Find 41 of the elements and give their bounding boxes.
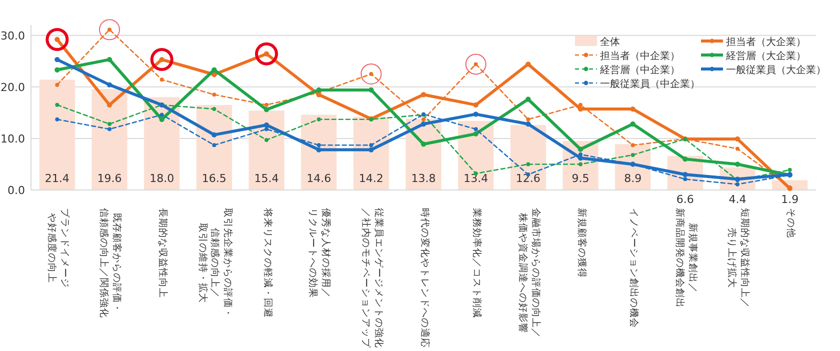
- legend-label: 一般従業員（大企業）: [726, 64, 826, 76]
- category-label: 短期的な収益性向上／売り上げ拡大: [726, 208, 750, 308]
- data-label: 4.4: [728, 193, 746, 206]
- data-label: 18.0: [150, 172, 174, 185]
- y-tick-label: 0.0: [8, 184, 25, 197]
- data-label: 16.5: [202, 172, 226, 185]
- legend-label: 担当者（中企業）: [600, 50, 680, 62]
- data-label: 19.6: [97, 172, 122, 185]
- category-label: 時代の変化やトレンドへの適応: [418, 208, 430, 348]
- category-label: 将来リスクの軽減・回避: [261, 208, 273, 318]
- data-label: 1.9: [781, 193, 799, 206]
- category-label: 優秀な人材の採用／リクルートへの効果: [306, 208, 332, 298]
- category-label: その他: [784, 208, 796, 238]
- data-label: 21.4: [44, 172, 70, 185]
- data-label: 9.5: [572, 172, 590, 185]
- category-label: 長期的な収益性向上: [156, 208, 168, 298]
- data-label: 15.4: [254, 172, 279, 185]
- y-tick-label: 30.0: [0, 29, 25, 42]
- data-label: 14.6: [306, 172, 332, 185]
- legend-label: 一般従業員（中企業）: [600, 78, 700, 90]
- category-label: 既存顧客からの評価・信頼感の向上／関係強化: [98, 208, 122, 318]
- data-label: 12.6: [516, 172, 540, 185]
- category-label: イノベーション創出の機会: [627, 208, 640, 328]
- data-label: 8.9: [624, 172, 642, 185]
- category-label: 新規顧客の獲得: [575, 208, 587, 278]
- y-tick-label: 20.0: [0, 80, 25, 94]
- category-label: 金融市場からの評価の向上／株価や資金調達への好影響: [516, 208, 541, 338]
- data-label: 13.4: [464, 172, 488, 185]
- category-label: 新規事業創出／新商品開発の機会創出: [673, 208, 698, 308]
- legend-label: 担当者（大企業）: [726, 36, 806, 48]
- y-tick-label: 10.0: [0, 132, 25, 146]
- data-label: 6.6: [676, 193, 694, 206]
- category-label: ブランドイメージや好感度の向上: [45, 208, 70, 288]
- category-label: 取引先企業からの評価・信頼感の向上／取引の維持・拡大: [196, 208, 234, 318]
- legend-label: 経営層（大企業）: [725, 50, 806, 62]
- category-label: 従業員エンゲージメントの強化／社内のモチベーションアップ: [359, 208, 384, 348]
- data-label: 13.8: [411, 172, 436, 185]
- legend-label: 全体: [600, 36, 620, 48]
- legend-label: 経営層（中企業）: [599, 64, 680, 76]
- data-label: 14.2: [358, 172, 384, 185]
- category-label: 業務効率化／コスト削減: [470, 208, 482, 318]
